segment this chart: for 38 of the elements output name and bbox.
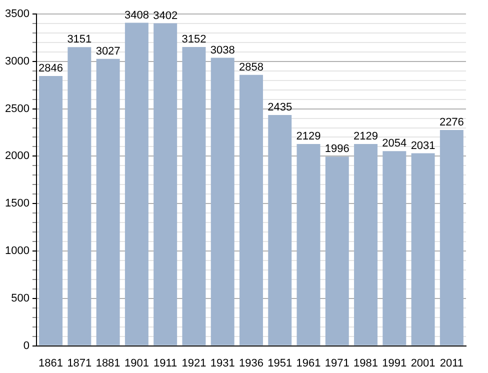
x-tick-label: 2001 xyxy=(410,357,436,370)
y-tick-label: 2000 xyxy=(4,150,30,162)
data-label: 1996 xyxy=(324,143,350,156)
data-label: 3151 xyxy=(67,34,92,46)
x-tick-label: 1936 xyxy=(238,357,264,370)
x-tick-label: 1911 xyxy=(154,357,178,370)
x-tick-label: 1951 xyxy=(268,357,292,370)
y-tick-label: 500 xyxy=(11,292,30,304)
data-label: 3027 xyxy=(96,45,120,58)
y-tick-label: 0 xyxy=(23,340,30,352)
data-label: 3402 xyxy=(153,10,178,22)
data-label: 3038 xyxy=(210,44,235,56)
x-tick-label: 1871 xyxy=(67,357,92,370)
y-tick-label: 3500 xyxy=(4,8,30,20)
x-tick-label: 1971 xyxy=(324,357,350,370)
data-label: 3152 xyxy=(182,34,206,46)
y-tick-label: 3000 xyxy=(4,55,30,68)
data-label: 2129 xyxy=(296,130,321,142)
data-label: 2129 xyxy=(354,130,378,142)
x-tick-label: 1881 xyxy=(96,357,120,370)
data-label: 2276 xyxy=(439,116,464,129)
x-tick-label: 1961 xyxy=(296,357,321,370)
y-tick-label: 1500 xyxy=(4,198,30,210)
x-tick-label: 1981 xyxy=(354,357,378,370)
data-label: 2435 xyxy=(268,101,292,114)
x-tick-label: 1921 xyxy=(182,357,206,370)
x-tick-label: 2011 xyxy=(440,357,464,370)
y-tick-label: 1000 xyxy=(4,245,30,258)
data-label: 2858 xyxy=(238,61,264,74)
x-tick-label: 1901 xyxy=(124,357,149,370)
y-tick-label: 2500 xyxy=(4,102,30,115)
x-tick-label: 1931 xyxy=(210,357,235,370)
data-label: 3408 xyxy=(124,9,149,22)
data-label: 2846 xyxy=(38,62,64,75)
x-tick-label: 1991 xyxy=(382,357,407,370)
data-label: 2054 xyxy=(382,138,407,150)
data-label: 2031 xyxy=(410,140,436,152)
x-tick-label: 1861 xyxy=(38,357,64,370)
